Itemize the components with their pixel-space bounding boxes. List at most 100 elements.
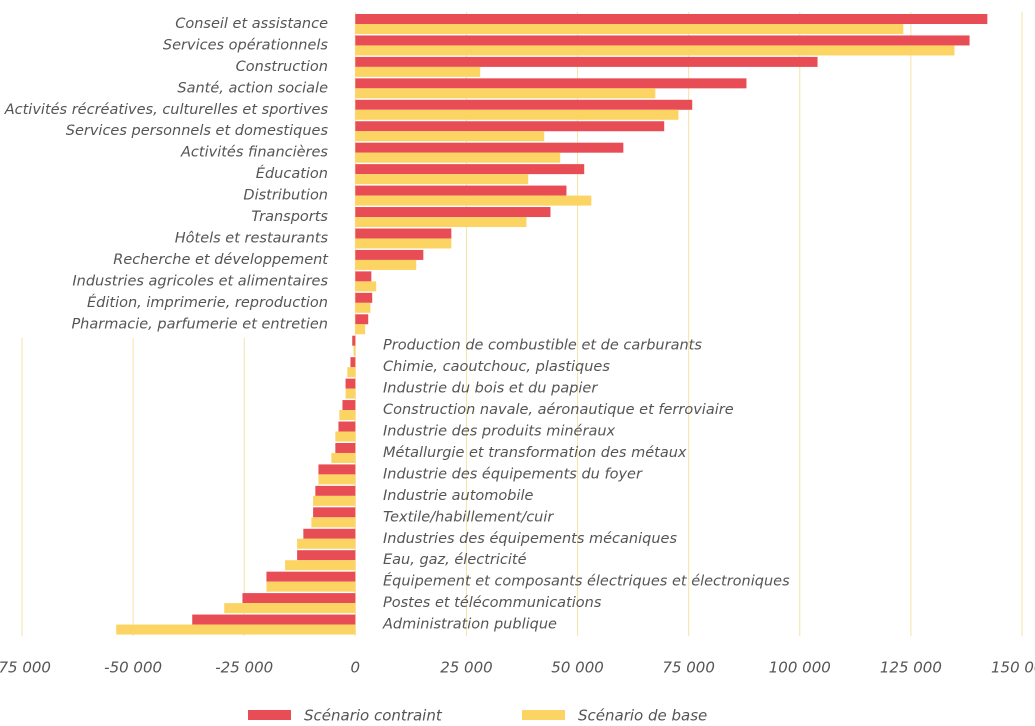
bar: [353, 345, 356, 356]
category-label: Eau, gaz, électricité: [383, 552, 527, 568]
x-tick-label: 100 000: [769, 659, 831, 677]
x-tick-label: 0: [351, 659, 361, 677]
bar: [355, 99, 693, 110]
x-tick-label: 50 000: [551, 659, 604, 677]
bar: [355, 14, 988, 24]
legend-label: Scénario contraint: [304, 707, 443, 725]
bar: [355, 56, 818, 67]
category-label: Transports: [251, 209, 328, 225]
x-tick-label: 75 000: [662, 659, 715, 677]
bar: [347, 367, 356, 378]
bar: [355, 78, 747, 89]
category-label: Hôtels et restaurants: [175, 230, 329, 246]
category-label: Services opérationnels: [163, 37, 329, 53]
bar: [342, 400, 356, 411]
category-label: Construction: [236, 59, 328, 75]
category-label: Industrie automobile: [383, 488, 534, 504]
category-label: Équipement et composants électriques et …: [383, 573, 790, 590]
legend-swatch: [522, 710, 565, 720]
category-label: Éducation: [256, 165, 328, 182]
bar: [355, 207, 551, 218]
category-label: Services personnels et domestiques: [66, 123, 329, 139]
bar: [355, 238, 452, 249]
x-tick-label: 125 000: [880, 659, 942, 677]
bar: [355, 45, 955, 56]
bar: [355, 174, 529, 185]
category-label: Pharmacie, parfumerie et entretien: [71, 316, 328, 332]
category-label: Industrie des produits minéraux: [383, 424, 616, 440]
category-label: Construction navale, aéronautique et fer…: [383, 402, 734, 418]
bar: [311, 517, 356, 528]
bar: [335, 442, 356, 453]
bar: [313, 507, 356, 518]
bar: [355, 228, 452, 239]
x-tick-label: -75 000: [0, 659, 51, 677]
category-label: Recherche et développement: [113, 252, 329, 268]
bar: [331, 452, 356, 463]
bar: [355, 35, 970, 46]
x-tick-label: 25 000: [440, 659, 493, 677]
bar: [318, 474, 356, 485]
bar: [297, 538, 356, 549]
bar: [285, 560, 356, 571]
bar: [355, 324, 366, 335]
category-label: Industries agricoles et alimentaires: [72, 273, 328, 289]
bar: [350, 357, 356, 368]
bar: [266, 571, 356, 582]
bar: [355, 131, 545, 142]
category-label: Textile/habillement/cuir: [383, 509, 554, 525]
x-tick-label: 150 000: [991, 659, 1035, 677]
bar: [355, 271, 372, 282]
legend-swatch: [248, 710, 291, 720]
category-label: Postes et télécommunications: [383, 595, 602, 611]
category-label: Administration publique: [382, 617, 557, 633]
category-label: Conseil et assistance: [175, 16, 328, 32]
bar: [355, 164, 585, 175]
category-label: Industrie du bois et du papier: [383, 381, 598, 397]
bar: [318, 464, 356, 475]
category-label: Distribution: [243, 188, 328, 204]
bar: [303, 528, 356, 539]
bar: [355, 259, 417, 270]
category-label: Chimie, caoutchouc, plastiques: [383, 359, 610, 375]
bar: [192, 614, 356, 625]
category-label: Édition, imprimerie, reproduction: [87, 294, 328, 311]
bar: [355, 292, 373, 303]
category-label: Industrie des équipements du foyer: [383, 466, 643, 482]
bar: [355, 281, 377, 292]
bar: [355, 152, 561, 163]
bar: [242, 593, 356, 604]
category-label: Production de combustible et de carburan…: [383, 338, 702, 354]
bar: [224, 603, 356, 614]
bar: [355, 109, 679, 120]
bar: [355, 185, 567, 196]
category-label: Industries des équipements mécaniques: [383, 531, 677, 547]
legend-label: Scénario de base: [578, 707, 707, 725]
bar: [116, 624, 356, 635]
bar: [335, 431, 356, 442]
x-tick-label: -25 000: [215, 659, 273, 677]
bar: [355, 249, 424, 260]
bar: [355, 142, 624, 153]
category-label: Activités récréatives, culturelles et sp…: [4, 102, 329, 118]
bar: [345, 378, 356, 389]
bar: [355, 121, 665, 132]
bar: [297, 550, 356, 561]
bar: [355, 195, 592, 206]
category-label: Métallurgie et transformation des métaux: [383, 445, 687, 461]
bar: [345, 388, 356, 399]
category-label: Santé, action sociale: [177, 80, 328, 96]
bar: [339, 410, 356, 421]
bar: [313, 495, 356, 506]
bar: [338, 421, 356, 432]
bar: [355, 66, 481, 77]
bar: [352, 335, 356, 346]
bar: [315, 485, 356, 496]
x-tick-label: -50 000: [104, 659, 162, 677]
category-label: Activités financières: [180, 145, 328, 161]
bar: [355, 302, 371, 313]
bar: [355, 24, 904, 34]
bar: [355, 314, 369, 325]
bar: [355, 88, 656, 99]
